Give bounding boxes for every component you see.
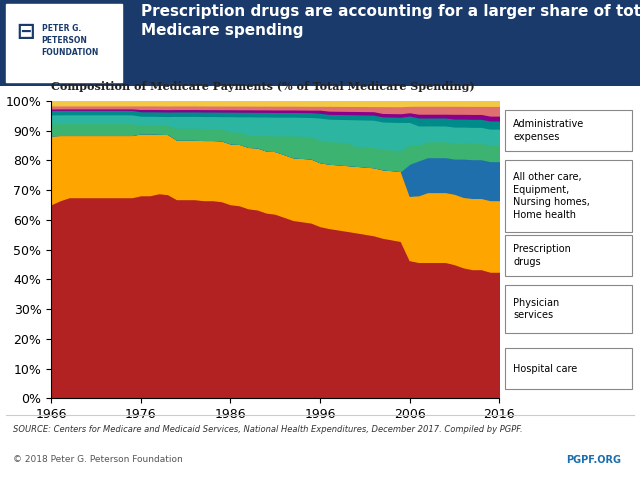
Text: All other care,
Equipment,
Nursing homes,
Home health: All other care, Equipment, Nursing homes… — [513, 172, 590, 220]
FancyBboxPatch shape — [505, 110, 632, 151]
Text: Physician
services: Physician services — [513, 298, 559, 320]
Text: Composition of Medicare Payments (% of Total Medicare Spending): Composition of Medicare Payments (% of T… — [51, 81, 475, 92]
FancyBboxPatch shape — [6, 4, 122, 82]
FancyBboxPatch shape — [505, 285, 632, 333]
Text: ⊟: ⊟ — [16, 22, 35, 42]
FancyBboxPatch shape — [505, 348, 632, 389]
Text: SOURCE: Centers for Medicare and Medicaid Services, National Health Expenditures: SOURCE: Centers for Medicare and Medicai… — [13, 425, 522, 434]
Text: PGPF.ORG: PGPF.ORG — [566, 456, 621, 466]
Text: PETER G.
PETERSON
FOUNDATION: PETER G. PETERSON FOUNDATION — [42, 24, 99, 57]
FancyBboxPatch shape — [505, 235, 632, 276]
Text: Hospital care: Hospital care — [513, 364, 577, 373]
Text: Prescription
drugs: Prescription drugs — [513, 244, 571, 267]
Text: © 2018 Peter G. Peterson Foundation: © 2018 Peter G. Peterson Foundation — [13, 456, 182, 465]
Text: Administrative
expenses: Administrative expenses — [513, 120, 584, 142]
Text: Prescription drugs are accounting for a larger share of total
Medicare spending: Prescription drugs are accounting for a … — [141, 4, 640, 38]
FancyBboxPatch shape — [505, 160, 632, 232]
